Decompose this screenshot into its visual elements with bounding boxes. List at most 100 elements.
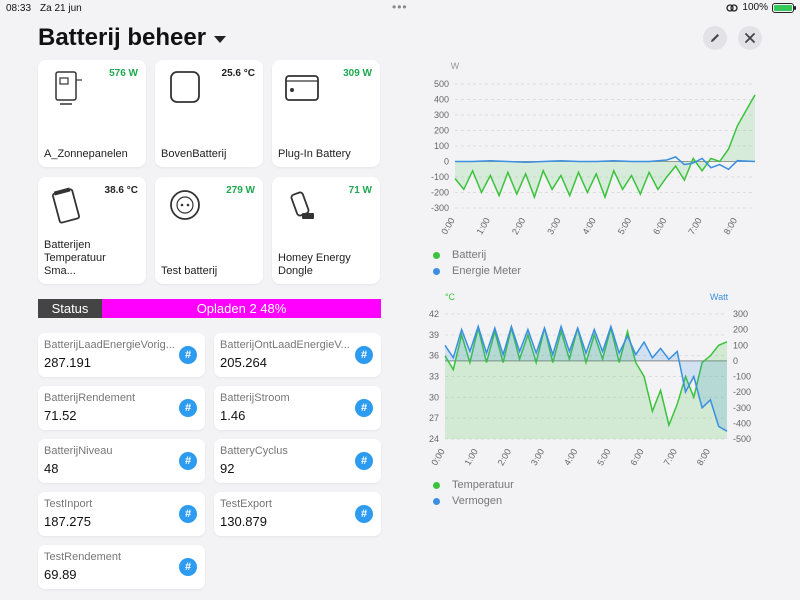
variable-card[interactable]: TestExport 130.879 # bbox=[214, 492, 381, 536]
legend-item[interactable]: Energie Meter bbox=[433, 263, 521, 279]
number-hash-icon[interactable]: # bbox=[179, 558, 197, 576]
variable-card[interactable]: BatterijRendement 71.52 # bbox=[38, 386, 205, 430]
x-tick-label: 1:00 bbox=[462, 447, 479, 467]
y-right-tick-label: 300 bbox=[733, 309, 748, 319]
number-hash-icon[interactable]: # bbox=[355, 505, 373, 523]
device-value: 38.6 °C bbox=[104, 185, 138, 196]
system-status-bar: 08:33 Za 21 jun ••• 100% bbox=[0, 0, 800, 16]
y-right-tick-label: -300 bbox=[733, 403, 751, 413]
series-area-vermogen bbox=[445, 326, 727, 432]
variable-card[interactable]: TestInport 187.275 # bbox=[38, 492, 205, 536]
legend-item[interactable]: Temperatuur bbox=[433, 477, 514, 493]
legend-dot bbox=[433, 267, 440, 275]
number-hash-icon[interactable]: # bbox=[179, 399, 197, 417]
device-value: 71 W bbox=[348, 185, 372, 196]
legend-label: Energie Meter bbox=[452, 265, 522, 277]
series-area-batterij bbox=[455, 94, 755, 198]
y-right-tick-label: 200 bbox=[733, 325, 748, 335]
legend-dot bbox=[433, 251, 440, 259]
device-tile-temperatuur-sensor[interactable]: 38.6 °C Batterijen Temperatuur Sma... bbox=[38, 177, 146, 284]
y-right-tick-label: -400 bbox=[733, 418, 751, 428]
y-axis-unit: W bbox=[451, 61, 460, 71]
status-indicator[interactable]: Status Opladen 2 48% bbox=[38, 299, 381, 318]
chevron-down-icon[interactable] bbox=[214, 35, 227, 43]
variable-card[interactable]: TestRendement 69.89 # bbox=[38, 545, 205, 589]
number-hash-icon[interactable]: # bbox=[179, 505, 197, 523]
x-tick-label: 6:00 bbox=[651, 216, 668, 236]
device-tile-bovenbatterij[interactable]: 25.6 °C BovenBatterij bbox=[155, 60, 263, 167]
plugin-battery-icon bbox=[285, 75, 319, 101]
device-value: 25.6 °C bbox=[221, 68, 255, 79]
device-tile-plugin-battery[interactable]: 309 W Plug-In Battery bbox=[272, 60, 380, 167]
variable-value: 187.275 bbox=[44, 514, 91, 529]
pencil-icon bbox=[711, 34, 719, 42]
device-tile-test-batterij[interactable]: 279 W Test batterij bbox=[155, 177, 263, 284]
variable-card[interactable]: BatteryCyclus 92 # bbox=[214, 439, 381, 483]
dashboard-title[interactable]: Batterij beheer bbox=[38, 24, 227, 52]
legend-item[interactable]: Batterij bbox=[433, 247, 521, 263]
variable-card[interactable]: BatterijNiveau 48 # bbox=[38, 439, 205, 483]
variable-label: BatterijNiveau bbox=[44, 445, 113, 457]
x-tick-label: 3:00 bbox=[529, 447, 546, 467]
device-value: 279 W bbox=[226, 185, 255, 196]
temperature-chart-legend: Temperatuur Vermogen bbox=[433, 477, 514, 509]
x-tick-label: 4:00 bbox=[562, 447, 579, 467]
system-indicators: 100% bbox=[726, 2, 796, 13]
edit-button[interactable] bbox=[703, 26, 727, 50]
close-icon bbox=[745, 33, 755, 43]
legend-dot bbox=[433, 481, 440, 489]
device-value: 309 W bbox=[343, 68, 372, 79]
legend-label: Batterij bbox=[452, 249, 487, 261]
y-left-tick-label: 39 bbox=[429, 330, 439, 340]
x-tick-label: 8:00 bbox=[695, 447, 712, 467]
variable-label: BatteryCyclus bbox=[220, 445, 288, 457]
device-tile-energy-dongle[interactable]: 71 W Homey Energy Dongle bbox=[272, 177, 380, 284]
variable-card[interactable]: BatterijLaadEnergieVorig... 287.191 # bbox=[38, 333, 205, 377]
x-tick-label: 0:00 bbox=[439, 216, 456, 236]
link-icon bbox=[726, 3, 739, 12]
variable-value: 205.264 bbox=[220, 355, 267, 370]
variable-value: 92 bbox=[220, 461, 235, 476]
number-hash-icon[interactable]: # bbox=[179, 452, 197, 470]
y-tick-label: 100 bbox=[434, 141, 449, 151]
y-tick-label: 0 bbox=[444, 157, 449, 167]
y-tick-label: 400 bbox=[434, 95, 449, 105]
x-tick-label: 2:00 bbox=[510, 216, 527, 236]
variable-label: BatterijRendement bbox=[44, 392, 136, 404]
variable-card[interactable]: BatterijOntLaadEnergieV... 205.264 # bbox=[214, 333, 381, 377]
y-right-tick-label: -100 bbox=[733, 372, 751, 382]
series-line-temperatuur bbox=[444, 327, 728, 428]
series-line-vermogen bbox=[444, 323, 728, 432]
number-hash-icon[interactable]: # bbox=[355, 399, 373, 417]
series-line-energie-meter bbox=[455, 156, 756, 171]
y-left-tick-label: 27 bbox=[429, 413, 439, 423]
page-header: Batterij beheer bbox=[0, 18, 800, 60]
number-hash-icon[interactable]: # bbox=[355, 346, 373, 364]
variable-value: 1.46 bbox=[220, 408, 246, 423]
temperature-sensor-icon bbox=[52, 187, 80, 224]
battery-box-icon bbox=[170, 71, 200, 103]
page-title[interactable]: Batterij beheer bbox=[38, 24, 207, 51]
y-left-tick-label: 30 bbox=[429, 392, 439, 402]
power-chart-legend: Batterij Energie Meter bbox=[433, 247, 521, 279]
y-tick-label: 200 bbox=[434, 126, 449, 136]
temperature-chart[interactable]: °C Watt 42 39 36 33 30 27 24 300 200 100 0 -100 -200 -3… bbox=[415, 288, 765, 478]
variable-label: TestRendement bbox=[44, 551, 122, 563]
x-tick-label: 1:00 bbox=[475, 216, 492, 236]
variable-card[interactable]: BatterijStroom 1.46 # bbox=[214, 386, 381, 430]
device-tile-zonnepanelen[interactable]: 576 W A_Zonnepanelen bbox=[38, 60, 146, 167]
legend-item[interactable]: Vermogen bbox=[433, 493, 514, 509]
energy-dongle-icon bbox=[290, 191, 314, 219]
variable-value: 69.89 bbox=[44, 567, 77, 582]
x-tick-label: 5:00 bbox=[595, 447, 612, 467]
number-hash-icon[interactable]: # bbox=[355, 452, 373, 470]
smart-plug-icon bbox=[170, 190, 200, 220]
x-tick-label: 2:00 bbox=[496, 447, 513, 467]
close-button[interactable] bbox=[738, 26, 762, 50]
legend-label: Vermogen bbox=[452, 495, 503, 507]
number-hash-icon[interactable]: # bbox=[179, 346, 197, 364]
y-tick-label: 300 bbox=[434, 110, 449, 120]
variable-label: BatterijStroom bbox=[220, 392, 290, 404]
multitasking-dots-icon[interactable]: ••• bbox=[392, 0, 408, 14]
